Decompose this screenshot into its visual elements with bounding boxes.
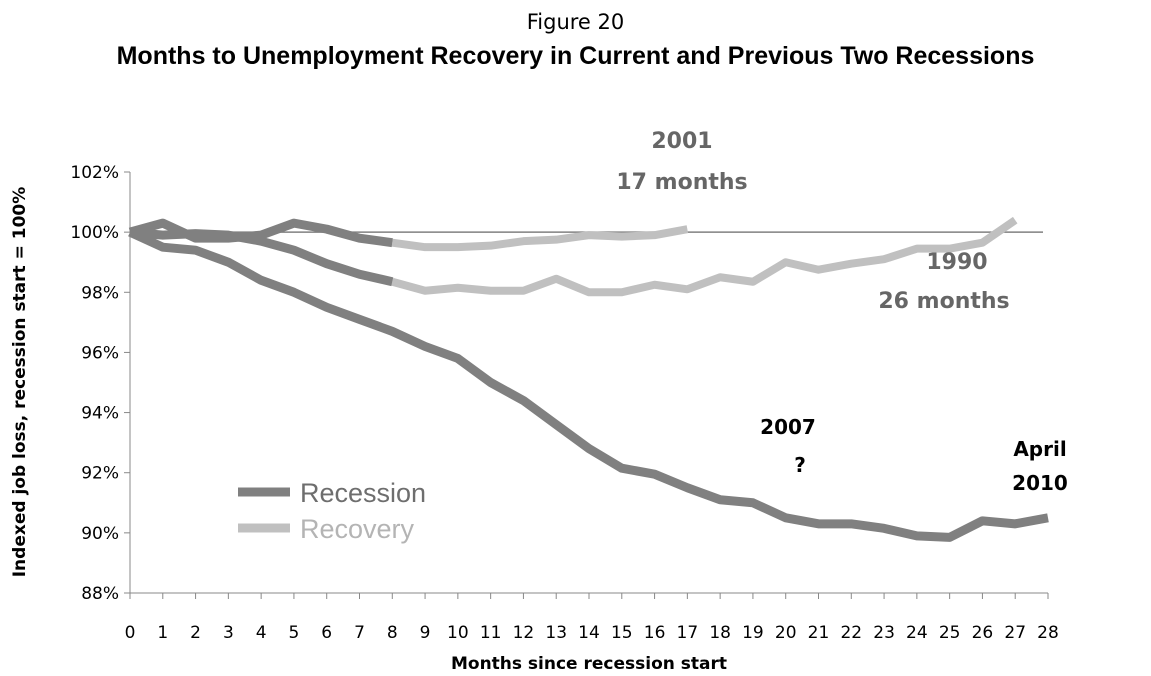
y-axis-title: Indexed job loss, recession start = 100% [10, 187, 30, 578]
x-tick-label: 24 [906, 623, 928, 643]
x-tick-label: 9 [420, 623, 431, 643]
y-tick-label: 90% [81, 524, 119, 544]
y-ticks: 88% 90% 92% 94% 96% 98% 100% 102% [70, 163, 130, 604]
x-tick-label: 4 [256, 623, 267, 643]
y-tick-label: 88% [81, 584, 119, 604]
x-tick-label: 23 [873, 623, 895, 643]
annotation-2001-year: 2001 [651, 129, 712, 154]
annotation-april: April [1013, 437, 1066, 461]
x-tick-label: 10 [447, 623, 469, 643]
x-tick-label: 28 [1037, 623, 1059, 643]
x-tick-label: 6 [321, 623, 332, 643]
x-axis-title: Months since recession start [451, 654, 727, 674]
x-tick-label: 20 [775, 623, 797, 643]
y-tick-label: 102% [70, 163, 119, 183]
x-tick-label: 5 [289, 623, 300, 643]
y-tick-label: 98% [81, 283, 119, 303]
annotation-2007-question: ? [794, 453, 806, 477]
annotation-1990-year: 1990 [926, 250, 987, 275]
x-tick-label: 26 [972, 623, 994, 643]
x-tick-label: 7 [354, 623, 365, 643]
x-tick-label: 27 [1004, 623, 1026, 643]
x-tick-label: 21 [808, 623, 830, 643]
x-ticks: 0 1 2 3 4 5 6 7 8 9 10 11 12 13 14 15 16 17 18 19 20 21 22 23 24… [125, 593, 1059, 643]
y-tick-label: 92% [81, 464, 119, 484]
x-tick-label: 19 [742, 623, 764, 643]
line-recession-1990 [129, 227, 394, 287]
legend: Recession Recovery [238, 478, 426, 544]
line-recovery-1990 [391, 216, 1018, 297]
x-tick-label: 22 [840, 623, 862, 643]
legend-label-recession: Recession [300, 478, 426, 508]
annotation-2010: 2010 [1012, 471, 1068, 495]
line-recession-2001 [128, 218, 393, 248]
x-tick-label: 15 [611, 623, 633, 643]
x-tick-label: 12 [513, 623, 535, 643]
x-tick-label: 14 [578, 623, 600, 643]
series-lines [128, 216, 1049, 542]
line-recovery-2001 [391, 225, 689, 252]
x-tick-label: 11 [480, 623, 502, 643]
x-tick-label: 3 [223, 623, 234, 643]
annotation-2001-months: 17 months [616, 170, 747, 195]
x-tick-label: 13 [545, 623, 567, 643]
x-tick-label: 8 [387, 623, 398, 643]
annotation-1990-months: 26 months [878, 289, 1009, 314]
line-recession-2007 [128, 228, 1049, 542]
x-tick-label: 17 [677, 623, 699, 643]
annotation-2007-year: 2007 [760, 415, 816, 439]
y-tick-label: 94% [81, 404, 119, 424]
figure-label: Figure 20 [526, 10, 625, 34]
x-tick-label: 2 [190, 623, 201, 643]
x-tick-label: 18 [709, 623, 731, 643]
y-tick-label: 96% [81, 343, 119, 363]
x-tick-label: 1 [157, 623, 168, 643]
x-tick-label: 25 [939, 623, 961, 643]
x-tick-label: 16 [644, 623, 666, 643]
chart-title: Months to Unemployment Recovery in Curre… [116, 42, 1035, 70]
y-tick-label: 100% [70, 223, 119, 243]
x-tick-label: 0 [125, 623, 136, 643]
legend-label-recovery: Recovery [300, 514, 415, 544]
